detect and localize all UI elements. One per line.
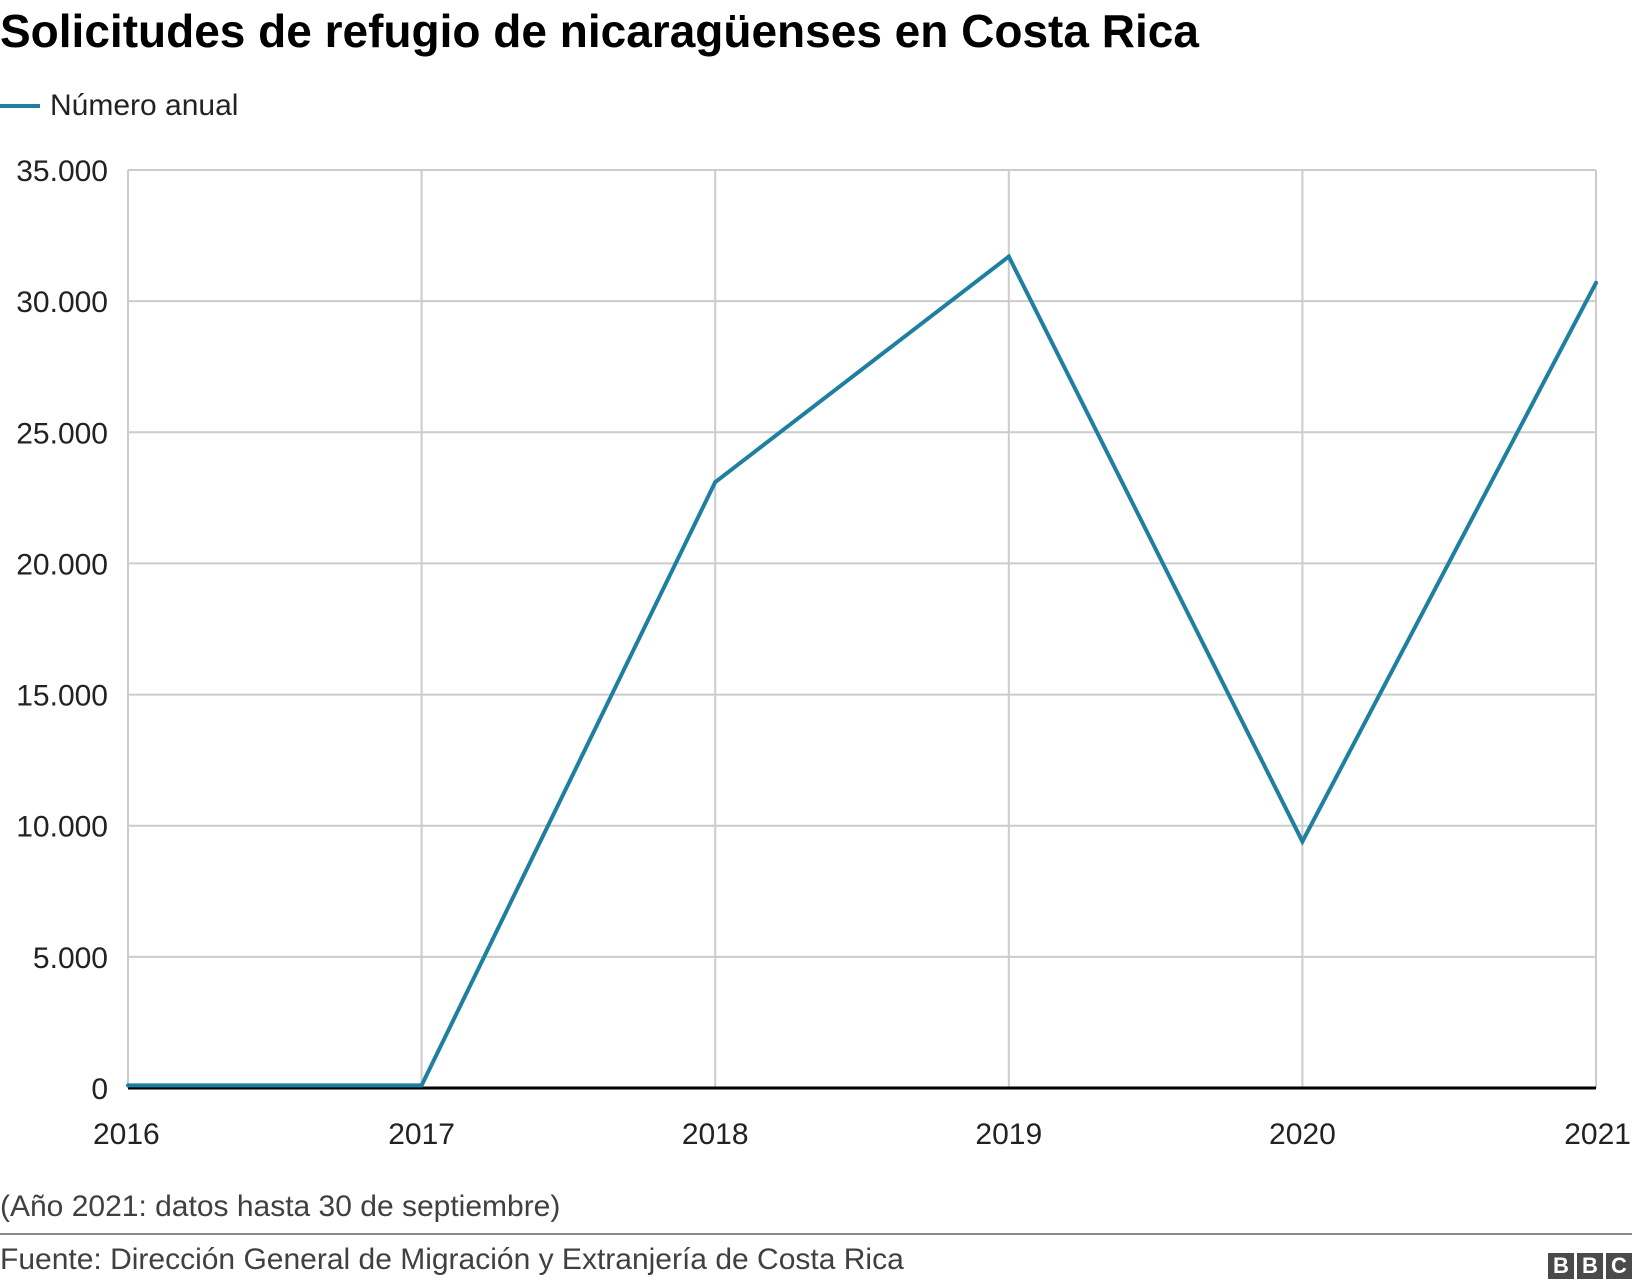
data-point: [1300, 839, 1305, 844]
y-tick-label: 10.000: [16, 811, 108, 844]
bbc-logo: B B C: [1548, 1253, 1632, 1279]
footer-divider: [0, 1233, 1632, 1235]
y-tick-label: 0: [91, 1073, 108, 1106]
y-tick-label: 25.000: [16, 417, 108, 450]
data-point: [126, 1083, 130, 1088]
bbc-logo-letter: B: [1548, 1253, 1574, 1279]
data-point: [713, 480, 718, 485]
bbc-logo-letter: B: [1577, 1253, 1603, 1279]
x-tick-label: 2019: [975, 1118, 1042, 1151]
x-tick-label: 2020: [1269, 1118, 1336, 1151]
x-tick-label: 2018: [682, 1118, 749, 1151]
x-tick-label: 2021: [1564, 1118, 1631, 1151]
data-point: [1006, 254, 1011, 259]
data-point: [419, 1083, 424, 1088]
y-tick-label: 35.000: [16, 155, 108, 188]
y-tick-label: 30.000: [16, 286, 108, 319]
x-tick-label: 2017: [388, 1118, 455, 1151]
y-tick-label: 20.000: [16, 548, 108, 581]
y-tick-label: 15.000: [16, 680, 108, 713]
bbc-logo-letter: C: [1606, 1253, 1632, 1279]
line-chart: 0 5.000 10.000 15.000 20.000 25.000 30.000 35.0…: [16, 155, 1631, 1151]
data-point: [1594, 280, 1598, 285]
x-tick-label: 2016: [93, 1118, 160, 1151]
legend: Número anual: [0, 88, 238, 124]
source-text: Fuente: Dirección General de Migración y…: [0, 1243, 904, 1276]
chart-title: Solicitudes de refugio de nicaragüenses …: [0, 5, 1199, 57]
chart-note: (Año 2021: datos hasta 30 de septiembre): [0, 1190, 561, 1223]
legend-label: Número anual: [50, 89, 239, 122]
legend-line-swatch: [0, 104, 40, 108]
y-tick-label: 5.000: [33, 942, 108, 975]
series-line: [128, 253, 1598, 1088]
